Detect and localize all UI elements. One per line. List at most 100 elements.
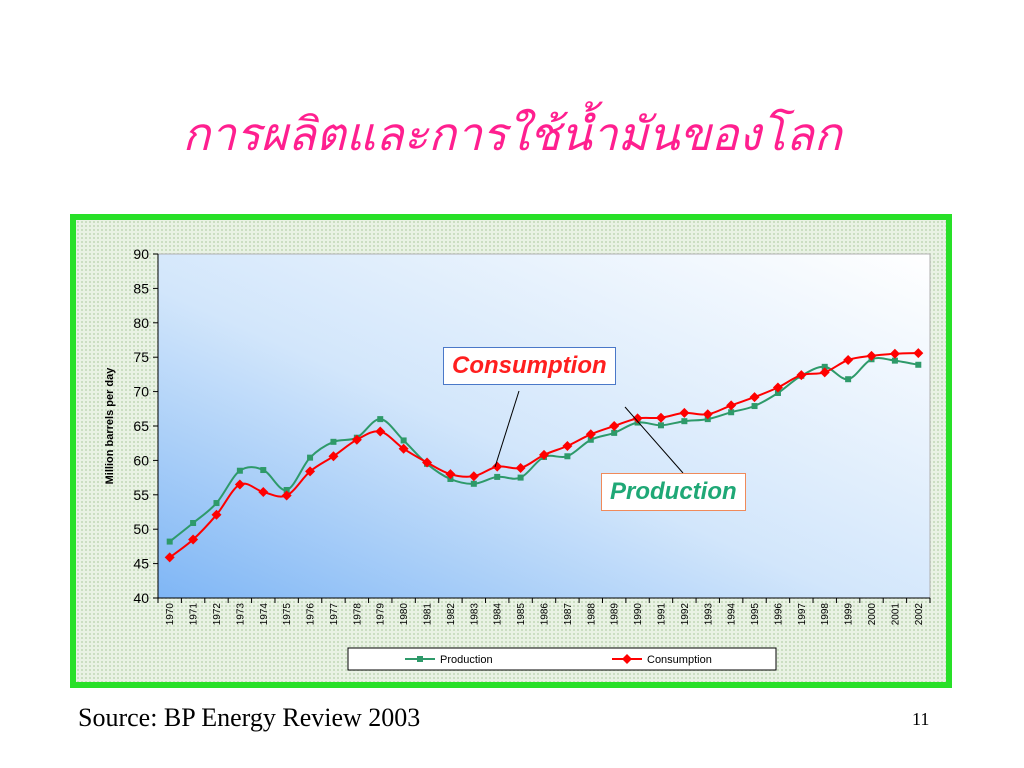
consumption-data-point xyxy=(609,421,620,431)
x-tick-label: 2002 xyxy=(914,603,925,626)
y-axis-label: Million barrels per day xyxy=(104,367,116,485)
y-tick-label: 55 xyxy=(133,487,149,503)
consumption-data-point xyxy=(281,490,292,501)
x-tick-label: 1986 xyxy=(540,603,551,626)
x-tick-label: 1970 xyxy=(165,603,176,626)
x-tick-label: 1974 xyxy=(259,603,270,626)
production-data-point xyxy=(587,436,594,443)
consumption-data-point xyxy=(913,348,924,359)
consumption-callout: Consumption xyxy=(443,347,616,385)
production-callout: Production xyxy=(601,473,746,511)
consumption-data-point xyxy=(445,469,456,480)
x-tick-label: 1993 xyxy=(703,603,714,626)
production-data-point xyxy=(190,520,197,527)
production-callout-leader xyxy=(624,406,684,474)
production-data-point xyxy=(400,437,407,444)
slide-title: การผลิตและการใช้น้ำมันของโลก xyxy=(182,107,842,161)
production-data-point xyxy=(891,357,898,364)
plot-area xyxy=(157,253,931,599)
x-tick-label: 1995 xyxy=(750,603,761,626)
production-data-point xyxy=(751,403,758,410)
consumption-data-point xyxy=(258,487,269,498)
production-data-point xyxy=(330,438,337,445)
x-tick-label: 1996 xyxy=(773,603,784,626)
consumption-data-point xyxy=(468,471,479,482)
y-tick-label: 90 xyxy=(133,246,149,262)
x-tick-label: 1973 xyxy=(235,603,246,626)
production-data-point xyxy=(845,376,852,383)
chart-legend xyxy=(347,647,777,671)
x-tick-label: 1978 xyxy=(352,603,363,626)
x-tick-label: 1990 xyxy=(633,603,644,626)
consumption-data-point xyxy=(749,392,760,403)
production-data-point xyxy=(307,454,314,461)
production-data-point xyxy=(260,467,267,474)
x-tick-label: 1981 xyxy=(423,603,434,626)
x-tick-label: 1983 xyxy=(469,603,480,626)
x-tick-label: 1984 xyxy=(493,603,504,626)
consumption-data-point xyxy=(679,407,690,418)
consumption-data-point xyxy=(492,461,503,472)
x-tick-label: 1997 xyxy=(797,603,808,626)
x-tick-label: 1987 xyxy=(563,603,574,626)
x-tick-label: 1992 xyxy=(680,603,691,626)
y-tick-label: 70 xyxy=(133,384,149,400)
consumption-data-point xyxy=(843,354,854,365)
x-tick-label: 1982 xyxy=(446,603,457,626)
production-data-point xyxy=(915,361,922,368)
x-tick-label: 1975 xyxy=(282,603,293,626)
y-tick-label: 65 xyxy=(133,418,149,434)
page-number: 11 xyxy=(912,709,930,729)
consumption-callout-leader xyxy=(494,390,520,468)
source-citation: Source: BP Energy Review 2003 xyxy=(78,703,421,732)
consumption-data-point xyxy=(819,367,830,378)
y-tick-label: 75 xyxy=(133,349,149,365)
consumption-data-point xyxy=(188,534,199,545)
y-tick-label: 40 xyxy=(133,590,149,606)
production-data-point xyxy=(377,416,384,423)
y-tick-label: 50 xyxy=(133,521,149,537)
consumption-legend-label: Consumption xyxy=(647,654,712,666)
y-tick-label: 85 xyxy=(133,280,149,296)
consumption-data-point xyxy=(164,552,175,563)
production-data-point xyxy=(166,538,173,545)
consumption-data-point xyxy=(375,426,386,437)
production-legend-label: Production xyxy=(440,654,493,666)
consumption-data-point xyxy=(726,400,737,411)
production-data-point xyxy=(494,473,501,480)
production-data-point xyxy=(236,467,243,474)
consumption-data-point xyxy=(211,509,222,520)
production-data-point xyxy=(564,453,571,460)
x-tick-label: 1998 xyxy=(820,603,831,626)
x-tick-label: 1999 xyxy=(844,603,855,626)
production-data-point xyxy=(470,480,477,487)
consumption-data-point xyxy=(585,429,596,440)
consumption-data-point xyxy=(398,443,409,454)
consumption-legend-marker xyxy=(622,654,632,664)
production-data-point xyxy=(681,418,688,425)
x-tick-label: 1989 xyxy=(610,603,621,626)
y-tick-label: 80 xyxy=(133,315,149,331)
production-data-point xyxy=(517,474,524,481)
consumption-data-point xyxy=(351,434,362,445)
consumption-data-point xyxy=(655,412,666,423)
consumption-data-point xyxy=(796,370,807,381)
consumption-data-point xyxy=(515,462,526,473)
x-tick-label: 2001 xyxy=(890,603,901,626)
consumption-data-point xyxy=(539,449,549,460)
production-data-point xyxy=(283,486,290,493)
x-tick-label: 1976 xyxy=(306,603,317,626)
x-tick-label: 1991 xyxy=(656,603,667,626)
production-data-point xyxy=(657,422,664,429)
production-data-point xyxy=(611,429,618,436)
consumption-data-point xyxy=(889,348,900,359)
consumption-data-point xyxy=(234,479,245,490)
x-tick-label: 1980 xyxy=(399,603,410,626)
x-tick-label: 1994 xyxy=(727,603,738,626)
consumption-data-point xyxy=(562,440,573,451)
consumption-data-point xyxy=(866,350,877,361)
production-data-point xyxy=(728,409,735,416)
x-tick-label: 1979 xyxy=(376,603,387,626)
consumption-data-point xyxy=(328,451,339,462)
